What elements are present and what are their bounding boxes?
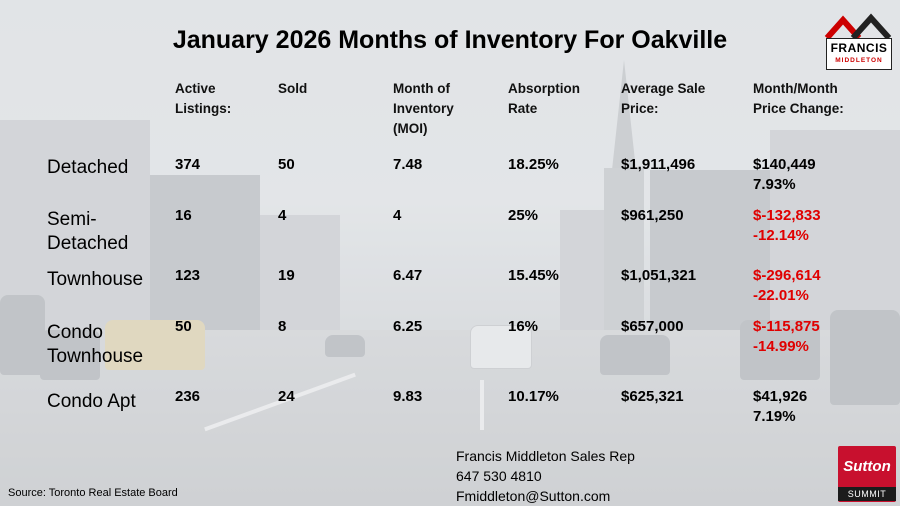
cell-avg-price: $961,250 — [621, 207, 684, 224]
cell-moi: 6.47 — [393, 267, 423, 284]
header-price-change: Month/Month Price Change: — [753, 81, 844, 116]
cell-absorption: 18.25% — [508, 156, 559, 173]
cell-absorption: 25% — [508, 207, 539, 224]
cell-moi: 7.48 — [393, 156, 423, 173]
row-label-condo-apt: Condo Apt — [47, 391, 136, 412]
logo-name: FRANCIS — [830, 41, 888, 55]
contact-email: Fmiddleton@Sutton.com — [456, 488, 611, 504]
logo-subname: MIDDLETON — [835, 57, 883, 64]
header-average-sale-price: Average Sale Price: — [621, 81, 706, 116]
header-moi: Month of Inventory (MOI) — [393, 81, 454, 136]
header-active-listings: Active Listings: — [175, 81, 232, 116]
cell-moi: 9.83 — [393, 388, 423, 405]
sutton-logo: Sutton SUMMIT — [838, 446, 896, 502]
row-label-detached: Detached — [47, 157, 129, 178]
cell-absorption: 15.45% — [508, 267, 559, 284]
source-note: Source: Toronto Real Estate Board — [8, 487, 178, 499]
header-absorption-rate: Absorption Rate — [508, 81, 580, 116]
row-label-semi-detached: Semi- Detached — [47, 209, 129, 254]
cell-avg-price: $625,321 — [621, 388, 684, 405]
cell-moi: 6.25 — [393, 318, 423, 335]
cell-price-change: $41,926 7.19% — [753, 388, 808, 425]
cell-active: 50 — [175, 318, 192, 335]
contact-phone: 647 530 4810 — [456, 468, 542, 484]
contact-block: Francis Middleton Sales Rep 647 530 4810… — [456, 446, 635, 506]
cell-active: 16 — [175, 207, 192, 224]
cell-sold: 8 — [278, 318, 287, 335]
cell-price-change: $-115,875 -14.99% — [753, 318, 820, 355]
cell-price-change: $140,449 7.93% — [753, 156, 816, 193]
row-label-condo-townhouse: Condo Townhouse — [47, 322, 144, 367]
row-label-townhouse: Townhouse — [47, 269, 144, 290]
cell-active: 236 — [175, 388, 201, 405]
cell-avg-price: $657,000 — [621, 318, 684, 335]
sutton-logo-sub: SUMMIT — [838, 487, 896, 501]
sutton-logo-name: Sutton — [843, 458, 891, 475]
cell-absorption: 16% — [508, 318, 539, 335]
header-sold: Sold — [278, 81, 308, 96]
cell-sold: 50 — [278, 156, 295, 173]
cell-sold: 19 — [278, 267, 295, 284]
cell-sold: 24 — [278, 388, 295, 405]
cell-price-change: $-296,614 -22.01% — [753, 267, 821, 304]
cell-sold: 4 — [278, 207, 287, 224]
cell-active: 123 — [175, 267, 201, 284]
cell-moi: 4 — [393, 207, 402, 224]
cell-avg-price: $1,911,496 — [621, 156, 696, 173]
cell-active: 374 — [175, 156, 201, 173]
cell-avg-price: $1,051,321 — [621, 267, 697, 284]
contact-name: Francis Middleton Sales Rep — [456, 448, 635, 464]
page-title: January 2026 Months of Inventory For Oak… — [172, 26, 728, 54]
cell-absorption: 10.17% — [508, 388, 559, 405]
house-roof-icon — [824, 13, 892, 41]
cell-price-change: $-132,833 -12.14% — [753, 207, 821, 244]
francis-middleton-logo: FRANCIS MIDDLETON — [826, 38, 892, 70]
